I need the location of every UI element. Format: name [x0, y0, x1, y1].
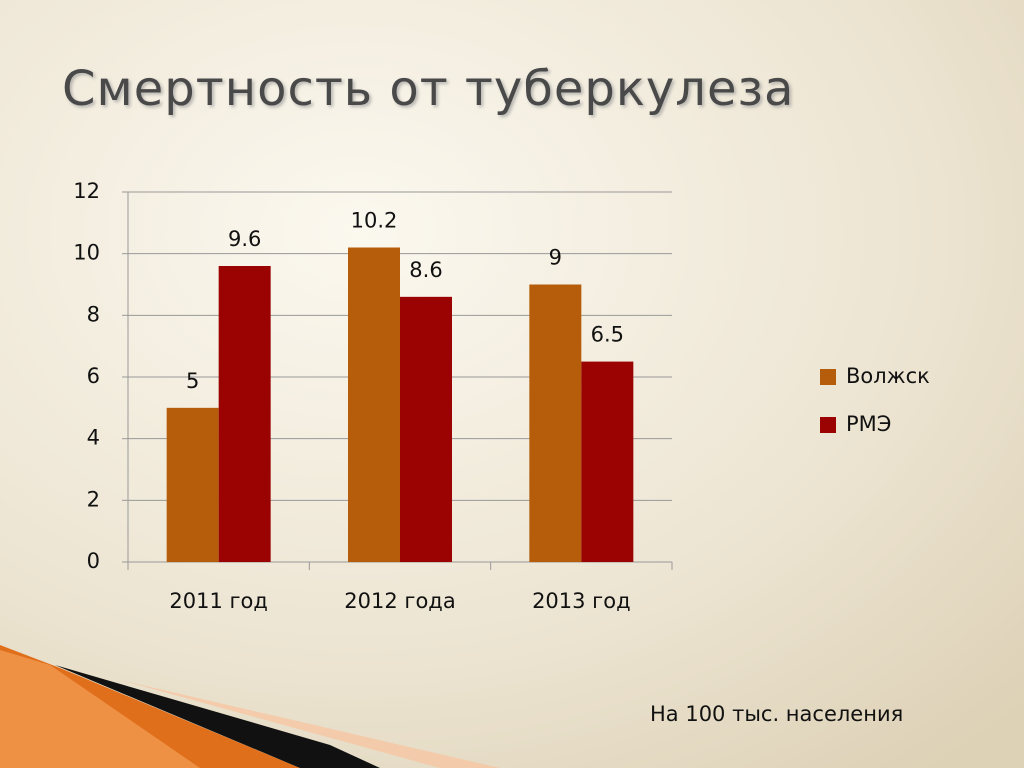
bar — [581, 361, 634, 562]
legend-swatch — [820, 417, 836, 433]
chart-title: Смертность от туберкулеза — [62, 61, 794, 117]
data-label: 8.6 — [409, 258, 442, 282]
annotation: На 100 тыс. населения — [650, 702, 903, 726]
y-tick-label: 12 — [73, 179, 100, 203]
data-label: 9.6 — [228, 227, 261, 251]
x-tick-label: 2012 года — [344, 589, 455, 613]
decoration — [0, 645, 500, 768]
data-label: 5 — [186, 369, 199, 393]
legend-swatch — [820, 369, 836, 385]
y-tick-label: 8 — [87, 302, 100, 326]
bar — [348, 247, 400, 562]
x-tick-label: 2013 год — [532, 589, 631, 613]
data-label: 10.2 — [351, 209, 398, 233]
y-tick-label: 6 — [87, 364, 100, 388]
bar — [529, 284, 582, 562]
data-label: 6.5 — [591, 323, 624, 347]
bar — [166, 407, 219, 562]
data-label: 9 — [549, 246, 562, 270]
bar — [218, 266, 271, 562]
y-tick-label: 4 — [87, 426, 100, 450]
legend-label: Волжск — [846, 364, 930, 388]
legend-label: РМЭ — [846, 412, 891, 436]
y-tick-label: 10 — [73, 241, 100, 265]
x-tick-label: 2011 год — [169, 589, 268, 613]
y-tick-label: 2 — [87, 487, 100, 511]
y-tick-label: 0 — [87, 549, 100, 573]
bar — [400, 296, 452, 562]
